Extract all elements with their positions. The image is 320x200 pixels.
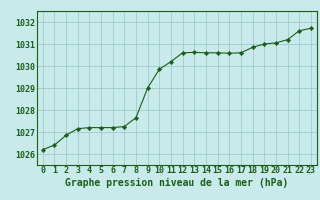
X-axis label: Graphe pression niveau de la mer (hPa): Graphe pression niveau de la mer (hPa) — [65, 178, 288, 188]
